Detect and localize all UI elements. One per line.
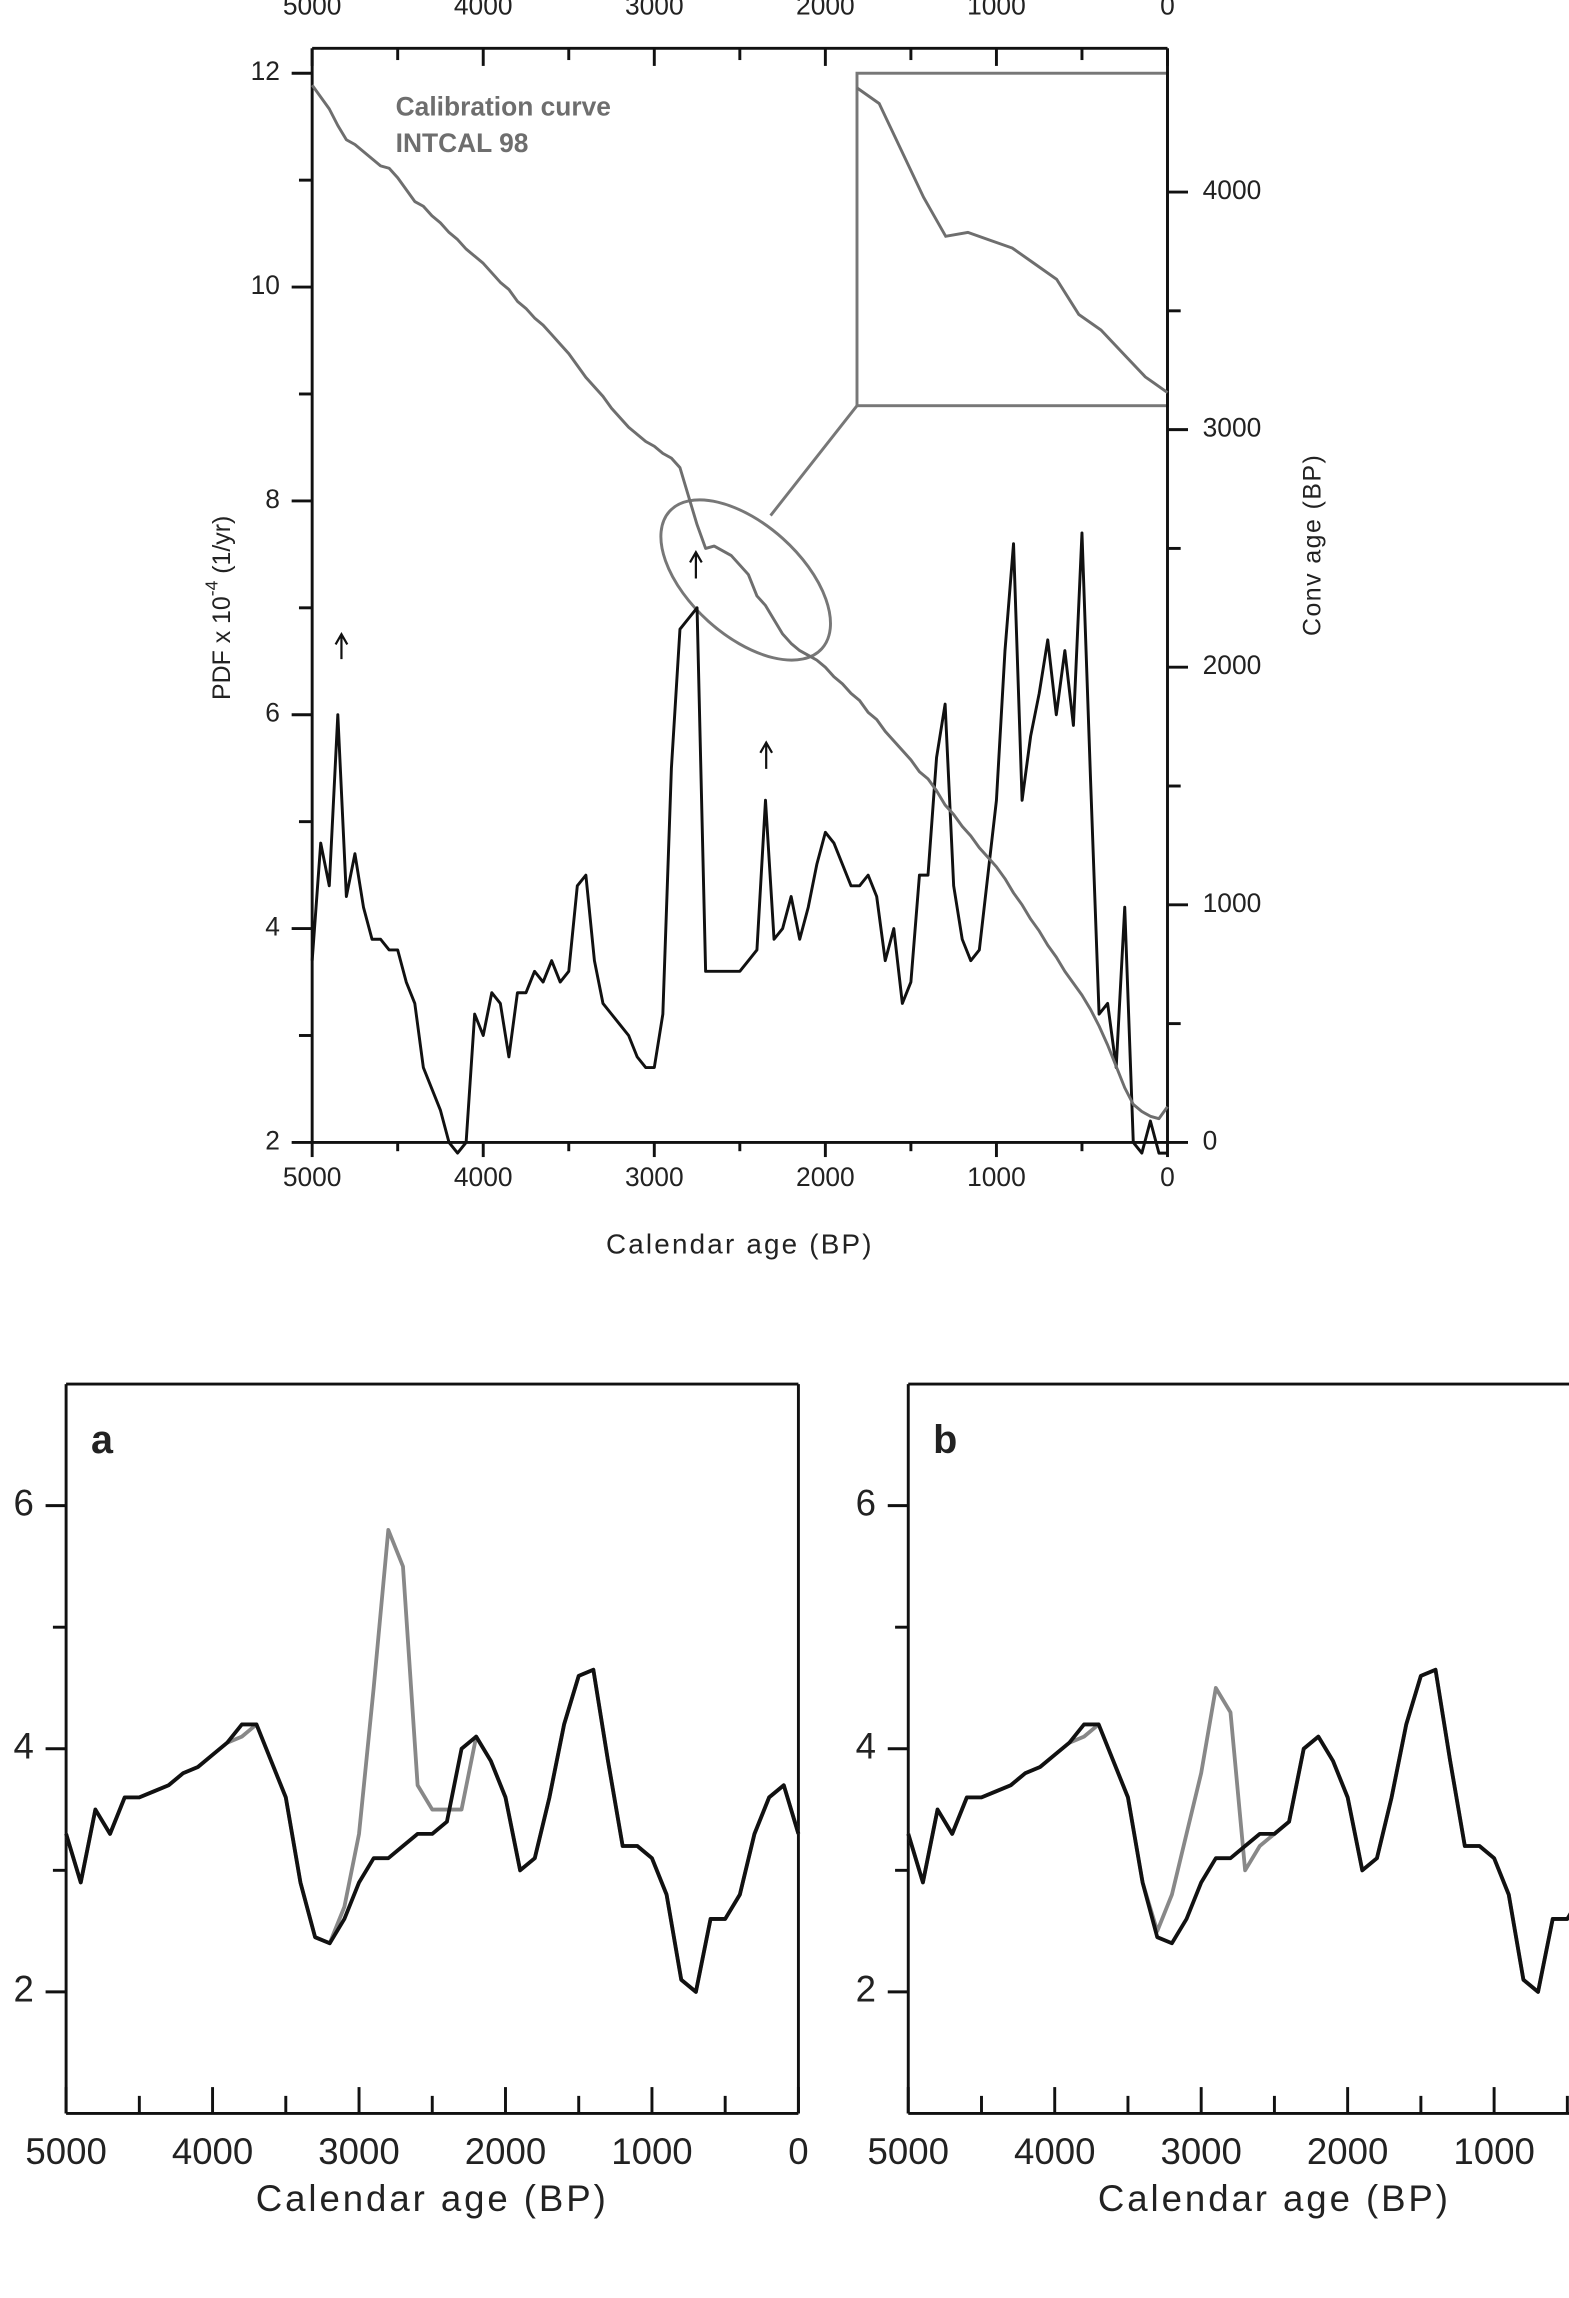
y-tick-label: 10 [251,270,280,300]
x-tick-label: 4000 [1014,2131,1095,2172]
x-tick-label-top: 0 [1160,0,1175,20]
y-tick-label: 4 [856,1725,876,1766]
x-tick-label: 1000 [1453,2131,1534,2172]
series-line [64,1528,801,1994]
annotation: INTCAL 98 [396,128,529,158]
y-tick-label: 6 [14,1482,34,1523]
arrow [759,740,774,769]
panel-label: a [91,1418,114,1462]
y2-tick-label: 4000 [1203,175,1262,205]
x-axis-label: Calendar age (BP) [606,1229,874,1260]
x-tick-label-top: 3000 [625,0,684,20]
y-tick-label: 8 [265,484,280,514]
x-tick-label: 3000 [625,1162,684,1192]
y-tick-label: 6 [265,698,280,728]
zoom-ellipse [659,498,832,662]
y-tick-label: 4 [265,912,280,942]
y-tick-label: 2 [14,1969,34,2010]
x-tick-label-top: 1000 [967,0,1026,20]
y-tick-label: 6 [856,1482,876,1523]
y2-axis-label: Conv age (BP) [1299,454,1327,636]
inset-curve [856,86,1169,394]
y-tick-label: 4 [14,1725,34,1766]
series-line [64,1667,801,1994]
y-label-unit: (1/yr) [207,516,235,581]
y2-tick-label: 0 [1203,1125,1218,1155]
y2-tick-label: 1000 [1203,888,1262,918]
x-tick-label-top: 4000 [454,0,513,20]
series-line [310,84,1169,1121]
x-tick-label: 3000 [1160,2131,1241,2172]
y2-tick-label: 2000 [1203,650,1262,680]
annotation: Calibration curve [396,91,611,121]
x-tick-label-top: 2000 [796,0,855,20]
x-tick-label: 2000 [465,2131,546,2172]
y-label-text: PDF x 10 [207,596,235,700]
x-tick-label: 5000 [25,2131,106,2172]
x-tick-label: 4000 [172,2131,253,2172]
inset-frame [855,71,1169,408]
y-tick-label: 2 [856,1969,876,2010]
x-tick-label: 4000 [454,1162,513,1192]
y-label-exponent: -4 [201,580,221,596]
x-tick-label: 2000 [1307,2131,1388,2172]
x-tick-label: 1000 [967,1162,1026,1192]
x-tick-label: 1000 [611,2131,692,2172]
x-tick-label: 2000 [796,1162,855,1192]
x-tick-label-top: 5000 [283,0,342,20]
y2-tick-label: 3000 [1203,413,1262,443]
x-tick-label: 5000 [868,2131,949,2172]
panel-label: b [933,1418,957,1462]
y-tick-label: 2 [265,1125,280,1155]
x-tick-label: 0 [1160,1162,1175,1192]
series-line [310,531,1168,1155]
arrow [689,549,703,579]
series-line [906,1667,1569,1994]
x-axis-label: Calendar age (BP) [256,2178,609,2219]
arrow [334,631,349,660]
arrows [334,549,774,769]
x-tick-label: 5000 [283,1162,342,1192]
x-axis-label: Calendar age (BP) [1098,2178,1451,2219]
y-tick-label: 12 [251,56,280,86]
x-tick-label: 0 [788,2131,808,2172]
zoom-connector [769,404,859,517]
x-tick-label: 3000 [318,2131,399,2172]
series-line [906,1667,1569,1994]
y-axis-label: PDF x 10-4 (1/yr) [201,516,235,700]
